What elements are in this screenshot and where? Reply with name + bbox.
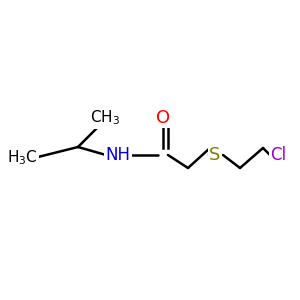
Text: S: S [209,146,221,164]
Text: NH: NH [106,146,130,164]
Text: H$_3$C: H$_3$C [7,148,37,167]
Text: CH$_3$: CH$_3$ [90,109,120,127]
Text: O: O [156,109,170,127]
Text: Cl: Cl [270,146,286,164]
